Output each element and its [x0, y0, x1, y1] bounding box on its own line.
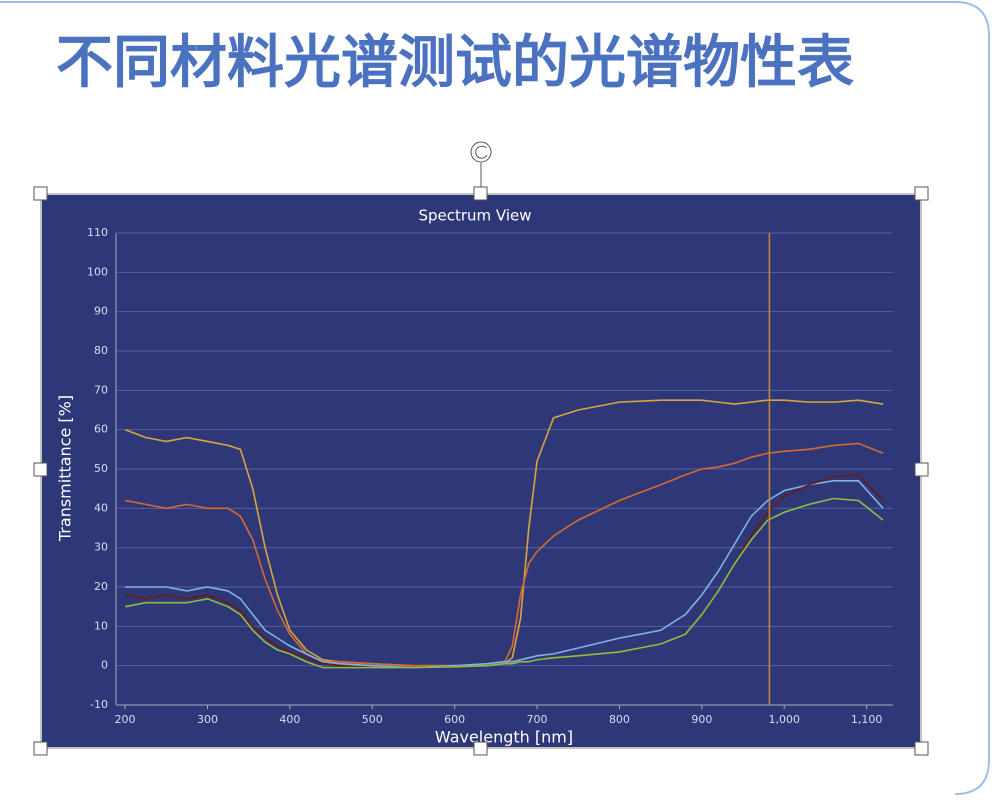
y-tick-label: 40	[94, 501, 108, 514]
chart-title: Spectrum View	[418, 207, 531, 225]
y-axis-label: Transmittance [%]	[56, 395, 75, 542]
x-tick-label: 1,100	[851, 713, 883, 726]
series-line	[124, 497, 884, 669]
x-tick-label: 1,000	[768, 713, 800, 726]
x-tick-label: 800	[609, 713, 630, 726]
resize-handle[interactable]	[914, 462, 929, 477]
x-tick-label: 200	[115, 713, 136, 726]
series-line	[125, 480, 884, 669]
x-tick-label: 600	[444, 713, 465, 726]
y-tick-label: 70	[94, 383, 108, 396]
x-tick-label: 500	[362, 713, 383, 726]
y-tick-label: -10	[90, 698, 108, 711]
resize-handle[interactable]	[914, 186, 929, 201]
x-axis-label: Wavelength [nm]	[435, 728, 573, 747]
y-tick-label: 60	[94, 423, 108, 436]
y-tick-label: 90	[94, 305, 108, 318]
y-tick-label: 10	[94, 619, 108, 632]
y-tick-label: 30	[94, 541, 108, 554]
x-tick-label: 700	[527, 713, 548, 726]
y-tick-label: 0	[101, 659, 108, 672]
y-tick-label: 100	[87, 265, 108, 278]
rotate-icon	[475, 145, 488, 159]
y-tick-label: 80	[94, 344, 108, 357]
series-line	[124, 442, 884, 667]
chart[interactable]: Spectrum View -10 0 10 20 30 40 50 60 70 80 90 100 11…	[42, 195, 920, 747]
resize-handle[interactable]	[33, 462, 48, 477]
y-tick-label: 20	[94, 580, 108, 593]
x-tick-label: 400	[279, 713, 300, 726]
series-line	[124, 399, 884, 667]
x-tick-label: 300	[197, 713, 218, 726]
y-tick-label: 50	[94, 462, 108, 475]
rotate-handle[interactable]	[470, 141, 492, 163]
chart-background	[42, 195, 920, 747]
slide-title: 不同材料光谱测试的光谱物性表	[56, 30, 854, 96]
resize-handle[interactable]	[914, 741, 929, 756]
resize-handle[interactable]	[473, 186, 488, 201]
resize-handle[interactable]	[33, 186, 48, 201]
selection	[33, 141, 929, 756]
resize-handle[interactable]	[473, 741, 488, 756]
resize-handle[interactable]	[33, 741, 48, 756]
y-tick-label: 110	[87, 226, 108, 239]
x-tick-label: 900	[691, 713, 712, 726]
